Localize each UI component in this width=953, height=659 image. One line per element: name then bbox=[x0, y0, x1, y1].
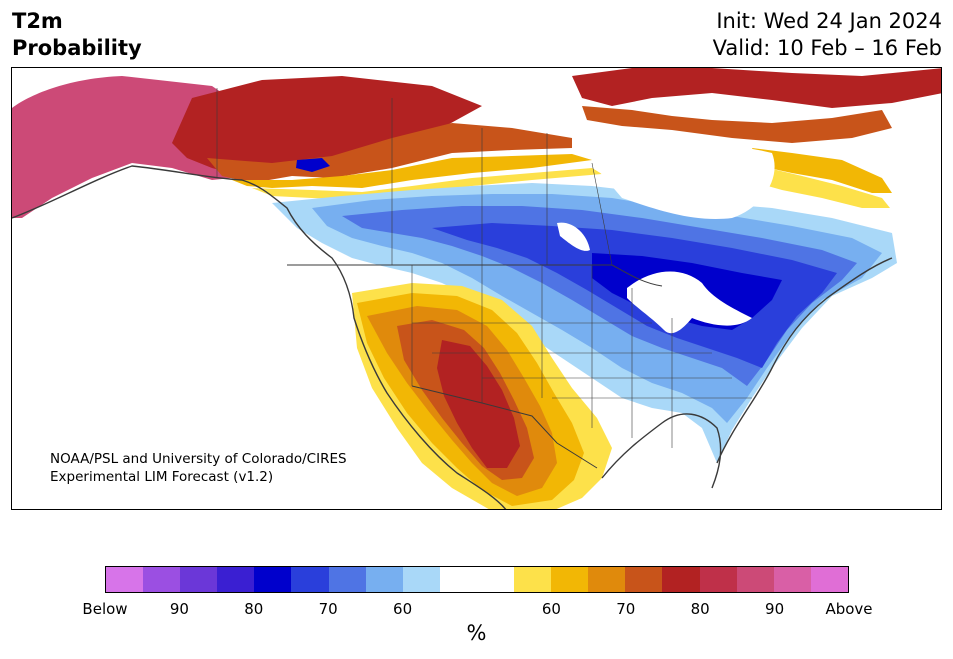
colorbar-segment bbox=[699, 567, 737, 592]
colorbar-tick-label: 90 bbox=[765, 600, 785, 618]
colorbar-segment bbox=[514, 567, 552, 592]
colorbar-segment bbox=[773, 567, 811, 592]
map-canvas bbox=[12, 68, 941, 509]
colorbar-segment bbox=[662, 567, 700, 592]
colorbar-segment bbox=[328, 567, 366, 592]
colorbar-segment bbox=[625, 567, 663, 592]
colorbar-segment bbox=[217, 567, 255, 592]
labrador-above-60-region bbox=[752, 148, 892, 193]
colorbar-unit-label: % bbox=[466, 621, 487, 645]
colorbar-tick-labels: Below 90 80 70 60 60 70 80 90 Above bbox=[0, 600, 953, 618]
canada-above-60-region bbox=[232, 154, 592, 188]
colorbar-segment bbox=[143, 567, 181, 592]
colorbar-tick-label: 80 bbox=[690, 600, 710, 618]
colorbar-segment bbox=[439, 567, 477, 592]
credit-line-2: Experimental LIM Forecast (v1.2) bbox=[50, 469, 274, 485]
continent-outline bbox=[12, 165, 893, 509]
colorbar-segment bbox=[551, 567, 589, 592]
alaska-above-80-region bbox=[172, 76, 482, 176]
colorbar-segment bbox=[810, 567, 848, 592]
colorbar-tick-label: 90 bbox=[169, 600, 189, 618]
canada-blue-spot bbox=[296, 158, 330, 172]
title-line-1: T2m bbox=[12, 9, 63, 33]
valid-date: Valid: 10 Feb – 16 Feb bbox=[712, 36, 942, 60]
map-title: T2m Probability bbox=[12, 8, 142, 62]
colorbar-segment bbox=[402, 567, 440, 592]
credit-line-1: NOAA/PSL and University of Colorado/CIRE… bbox=[50, 451, 347, 467]
init-date: Init: Wed 24 Jan 2024 bbox=[716, 9, 942, 33]
title-line-2: Probability bbox=[12, 36, 142, 60]
colorbar-tick-label: Above bbox=[825, 600, 873, 618]
arctic-above-80-region bbox=[572, 68, 941, 108]
colorbar-tick-label: 70 bbox=[616, 600, 636, 618]
probability-colorbar bbox=[105, 566, 849, 593]
colorbar-tick-label: 70 bbox=[318, 600, 338, 618]
credit-text: NOAA/PSL and University of Colorado/CIRE… bbox=[50, 450, 347, 486]
colorbar-segment bbox=[180, 567, 218, 592]
colorbar-segment bbox=[736, 567, 774, 592]
probability-map: NOAA/PSL and University of Colorado/CIRE… bbox=[11, 67, 942, 510]
hudson-bay bbox=[592, 144, 775, 219]
us-canada-border bbox=[287, 264, 663, 287]
colorbar-tick-label: Below bbox=[82, 600, 128, 618]
colorbar-tick-label: 60 bbox=[541, 600, 561, 618]
canada-above-55-region bbox=[252, 168, 602, 200]
arctic-above-70-region bbox=[582, 106, 892, 143]
canada-province-lines bbox=[216, 88, 613, 266]
us-state-lines bbox=[411, 265, 752, 448]
colorbar-segment bbox=[588, 567, 626, 592]
colorbar-tick-label: 80 bbox=[244, 600, 264, 618]
great-lakes bbox=[627, 271, 752, 334]
us-mexico-border bbox=[411, 385, 598, 469]
labrador-above-55-region bbox=[757, 166, 890, 208]
southwest-above-80-region bbox=[437, 340, 520, 468]
forecast-dates: Init: Wed 24 Jan 2024 Valid: 10 Feb – 16… bbox=[713, 8, 942, 62]
colorbar-segment bbox=[106, 567, 144, 592]
colorbar-segment bbox=[291, 567, 329, 592]
colorbar-segment bbox=[365, 567, 403, 592]
colorbar-segment bbox=[476, 567, 515, 592]
colorbar-tick-label: 60 bbox=[393, 600, 413, 618]
lake-winnipeg bbox=[557, 222, 590, 251]
colorbar-segment bbox=[254, 567, 292, 592]
